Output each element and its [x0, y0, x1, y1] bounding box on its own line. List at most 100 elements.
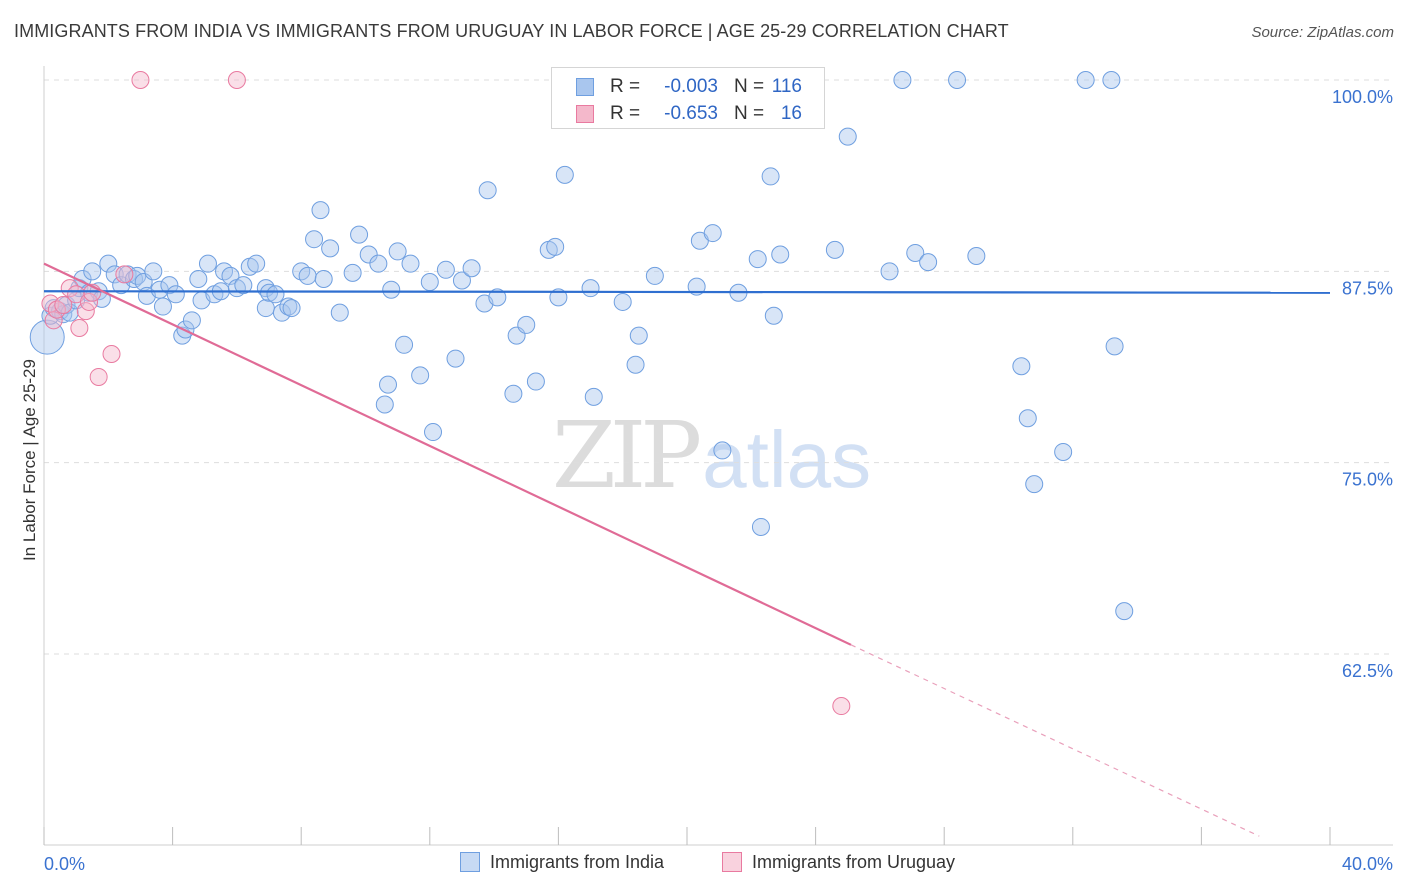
- india-trend-line: [43, 290, 1331, 294]
- india-point: [153, 297, 172, 316]
- india-point: [424, 423, 443, 442]
- india-point: [546, 237, 565, 256]
- india-r-label: R =: [610, 76, 641, 97]
- india-point: [748, 250, 767, 269]
- india-point: [292, 262, 311, 281]
- india-point: [906, 243, 925, 262]
- watermark-zip: ZIP: [552, 402, 702, 509]
- india-point: [343, 263, 362, 282]
- india-point: [713, 441, 732, 460]
- india-point: [282, 299, 301, 318]
- legend-row-india: R = -0.003 N = 116: [552, 74, 824, 100]
- india-point: [314, 269, 333, 288]
- india-point: [298, 266, 317, 285]
- india-point: [478, 181, 497, 200]
- india-point: [919, 253, 938, 272]
- india-point: [279, 297, 298, 316]
- uruguay-swatch: [576, 105, 594, 123]
- india-point: [350, 225, 369, 244]
- india-point: [613, 292, 632, 311]
- india-point: [581, 279, 600, 298]
- india-point: [1012, 357, 1031, 376]
- india-point: [166, 285, 185, 304]
- india-point: [247, 254, 266, 273]
- india-swatch: [576, 78, 594, 96]
- india-point: [420, 273, 439, 292]
- legend-row-uruguay: R = -0.653 N = 16: [552, 101, 824, 127]
- india-point: [1025, 475, 1044, 494]
- india-point: [446, 349, 465, 368]
- y-tick-label: 100.0%: [1332, 87, 1393, 107]
- uruguay-point: [47, 300, 66, 319]
- india-point: [462, 259, 481, 278]
- india-point: [395, 335, 414, 354]
- india-point: [144, 262, 163, 281]
- india-point: [359, 245, 378, 264]
- india-point: [160, 276, 179, 295]
- india-point: [764, 306, 783, 325]
- bottom-legend-india: Immigrants from India: [460, 852, 664, 873]
- uruguay-legend-swatch: [722, 852, 742, 872]
- india-point: [504, 384, 523, 403]
- india-point: [645, 266, 664, 285]
- uruguay-n-label: N =: [734, 103, 765, 124]
- india-point: [703, 224, 722, 243]
- uruguay-trend-extension: [850, 644, 1260, 837]
- india-point: [517, 315, 536, 334]
- grid-lines: [44, 79, 1393, 655]
- india-point: [452, 271, 471, 290]
- india-point: [751, 517, 770, 536]
- uruguay-points: [41, 71, 851, 716]
- chart-title: IMMIGRANTS FROM INDIA VS IMMIGRANTS FROM…: [14, 21, 1009, 41]
- uruguay-point: [54, 296, 73, 315]
- watermark-atlas: atlas: [702, 415, 872, 504]
- india-legend-label: Immigrants from India: [490, 852, 665, 872]
- india-point: [761, 167, 780, 186]
- india-point: [189, 269, 208, 288]
- x-tick-label-max: 40.0%: [1342, 854, 1393, 874]
- india-point: [584, 387, 603, 406]
- india-point: [1018, 409, 1037, 428]
- india-point: [555, 165, 574, 184]
- uruguay-point: [115, 265, 134, 284]
- india-point: [1076, 71, 1095, 89]
- india-point: [125, 269, 144, 288]
- india-point: [880, 262, 899, 281]
- india-point: [838, 127, 857, 146]
- india-points: [29, 71, 1134, 621]
- india-point: [401, 254, 420, 273]
- source-credit: Source: ZipAtlas.com: [1251, 24, 1394, 41]
- india-point: [234, 276, 253, 295]
- india-point: [626, 355, 645, 374]
- india-point: [369, 254, 388, 273]
- india-point: [83, 262, 102, 281]
- india-point: [687, 277, 706, 296]
- uruguay-point: [44, 311, 63, 330]
- india-point: [382, 280, 401, 299]
- axes: [43, 66, 1393, 846]
- india-point: [825, 240, 844, 259]
- india-point: [260, 283, 279, 302]
- india-point: [411, 366, 430, 385]
- india-point: [182, 311, 201, 330]
- india-point: [321, 239, 340, 258]
- india-point: [1115, 602, 1134, 621]
- india-point: [967, 247, 986, 266]
- y-tick-label: 62.5%: [1342, 661, 1393, 681]
- india-r-value: -0.003: [664, 76, 718, 97]
- y-tick-label: 75.0%: [1342, 470, 1393, 490]
- y-tick-label: 87.5%: [1342, 278, 1393, 298]
- india-point: [893, 71, 912, 89]
- india-point: [99, 254, 118, 273]
- tick-labels: 62.5% 75.0% 87.5% 100.0% 0.0% 40.0%: [44, 87, 1393, 874]
- uruguay-point: [89, 367, 108, 386]
- uruguay-point: [227, 71, 246, 89]
- india-point: [771, 245, 790, 264]
- india-point: [198, 254, 217, 273]
- india-point: [488, 288, 507, 307]
- india-point: [305, 230, 324, 249]
- india-point: [266, 285, 285, 304]
- uruguay-point: [832, 697, 851, 716]
- india-point: [526, 372, 545, 391]
